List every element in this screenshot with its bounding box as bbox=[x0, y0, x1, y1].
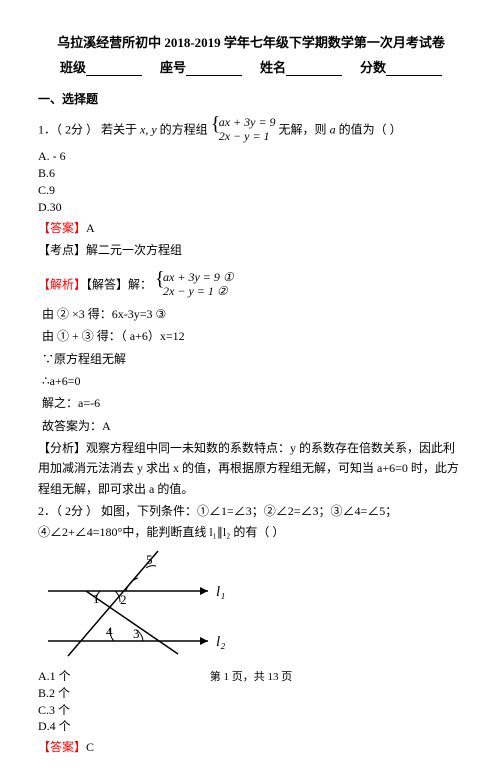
angle-5-label: 5 bbox=[146, 552, 153, 567]
q1-answer: 【答案】A bbox=[38, 218, 464, 238]
q1-opt-a: A. - 6 bbox=[38, 148, 464, 165]
angle-3-label: 3 bbox=[133, 626, 140, 641]
q1-analysis: 【分析】观察方程组中同一未知数的系数特点：y 的系数存在倍数关系，因此利用加减消… bbox=[38, 438, 464, 499]
q1-step2: 由 ① + ③ 得：（ a+6）x=12 bbox=[42, 326, 464, 346]
q1-step3: ∵原方程组无解 bbox=[42, 349, 464, 369]
q1-stem: 1．（ 2分 ） 若关于 x, y 的方程组 { ax + 3y = 9 2x … bbox=[38, 115, 464, 146]
q1-step5: 解之：a=-6 bbox=[42, 393, 464, 413]
angle-2-label: 2 bbox=[120, 592, 127, 607]
q1-exampt: 【考点】解二元一次方程组 bbox=[38, 240, 464, 260]
q1-opt-d: D.30 bbox=[38, 199, 464, 216]
q2-stem: 2．（ 2分 ） 如图，下列条件：①∠1=∠3；②∠2=∠3；③∠4=∠5；④∠… bbox=[38, 501, 464, 542]
page-footer: 第 1 页，共 13 页 bbox=[0, 668, 502, 684]
exam-title: 乌拉溪经营所初中 2018-2019 学年七年级下学期数学第一次月考试卷 bbox=[38, 32, 464, 51]
line-l1-label: l₁ bbox=[216, 584, 225, 600]
q2-opt-d: D.4 个 bbox=[38, 718, 464, 735]
field-seat: 座号 bbox=[160, 57, 242, 76]
q1-opt-c: C.9 bbox=[38, 182, 464, 199]
field-class: 班级 bbox=[60, 57, 142, 76]
field-score: 分数 bbox=[360, 57, 442, 76]
q2-answer: 【答案】C bbox=[38, 737, 464, 757]
header-row: 班级 座号 姓名 分数 bbox=[38, 57, 464, 76]
q2-opt-b: B.2 个 bbox=[38, 685, 464, 702]
angle-4-label: 4 bbox=[106, 624, 113, 639]
q1-step6: 故答案为：A bbox=[42, 416, 464, 436]
q2-diagram: 1 2 3 4 5 l₁ l₂ bbox=[38, 546, 248, 666]
q1-system: { ax + 3y = 9 2x − y = 1 bbox=[211, 115, 276, 146]
q1-opt-b: B.6 bbox=[38, 165, 464, 182]
q1-options: A. - 6 B.6 C.9 D.30 bbox=[38, 148, 464, 215]
q2-opt-c: C.3 个 bbox=[38, 702, 464, 719]
field-name: 姓名 bbox=[260, 57, 342, 76]
angle-1-label: 1 bbox=[93, 591, 100, 606]
q1-system2: { ax + 3y = 9 ① 2x − y = 1 ② bbox=[155, 270, 234, 301]
q1-step1: 由 ② ×3 得：6x-3y=3 ③ bbox=[42, 304, 464, 324]
q1-parse: 【解析】【解答】解： { ax + 3y = 9 ① 2x − y = 1 ② bbox=[38, 270, 464, 301]
q1-step4: ∴a+6=0 bbox=[42, 371, 464, 391]
line-l2-label: l₂ bbox=[216, 634, 225, 650]
section-title: 一、选择题 bbox=[38, 90, 464, 107]
